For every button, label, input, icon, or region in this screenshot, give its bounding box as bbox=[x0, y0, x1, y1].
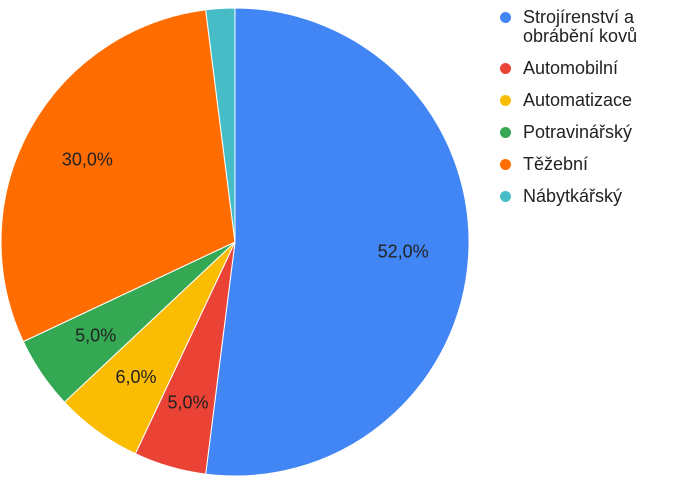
pie-slice-4 bbox=[0, 9, 236, 343]
pie-data-labels: 52,0% 5,0% 6,0% 5,0% 30,0% bbox=[62, 150, 429, 413]
legend-label-3: Potravinářský bbox=[523, 122, 633, 142]
legend-label-4: Těžební bbox=[523, 154, 589, 174]
pie-data-label-2: 6,0% bbox=[115, 367, 156, 387]
legend-swatch-4 bbox=[500, 159, 511, 170]
legend-item-1: Automobilní bbox=[500, 59, 678, 78]
legend-item-2: Automatizace bbox=[500, 91, 678, 110]
pie-slice-0 bbox=[205, 7, 470, 477]
legend-swatch-0 bbox=[500, 12, 511, 23]
legend-label-2: Automatizace bbox=[523, 90, 633, 110]
pie-data-label-1: 5,0% bbox=[167, 393, 208, 413]
legend-label-5: Nábytkářský bbox=[523, 186, 623, 206]
pie-data-label-4: 30,0% bbox=[62, 150, 113, 170]
legend-swatch-5 bbox=[500, 191, 511, 202]
legend-label-0: Strojírenství a obrábění kovů bbox=[523, 7, 638, 46]
legend-item-0: Strojírenství a obrábění kovů bbox=[500, 8, 678, 46]
pie-data-label-3: 5,0% bbox=[75, 325, 116, 345]
legend-swatch-3 bbox=[500, 127, 511, 138]
legend: Strojírenství a obrábění kovů Automobilní… bbox=[500, 8, 678, 219]
legend-item-4: Těžební bbox=[500, 155, 678, 174]
legend-label-1: Automobilní bbox=[523, 58, 619, 78]
pie-slices bbox=[0, 7, 470, 477]
legend-swatch-2 bbox=[500, 95, 511, 106]
legend-swatch-1 bbox=[500, 63, 511, 74]
pie-slice-5 bbox=[205, 7, 236, 243]
legend-item-5: Nábytkářský bbox=[500, 187, 678, 206]
legend-item-3: Potravinářský bbox=[500, 123, 678, 142]
pie-data-label-0: 52,0% bbox=[378, 241, 429, 261]
